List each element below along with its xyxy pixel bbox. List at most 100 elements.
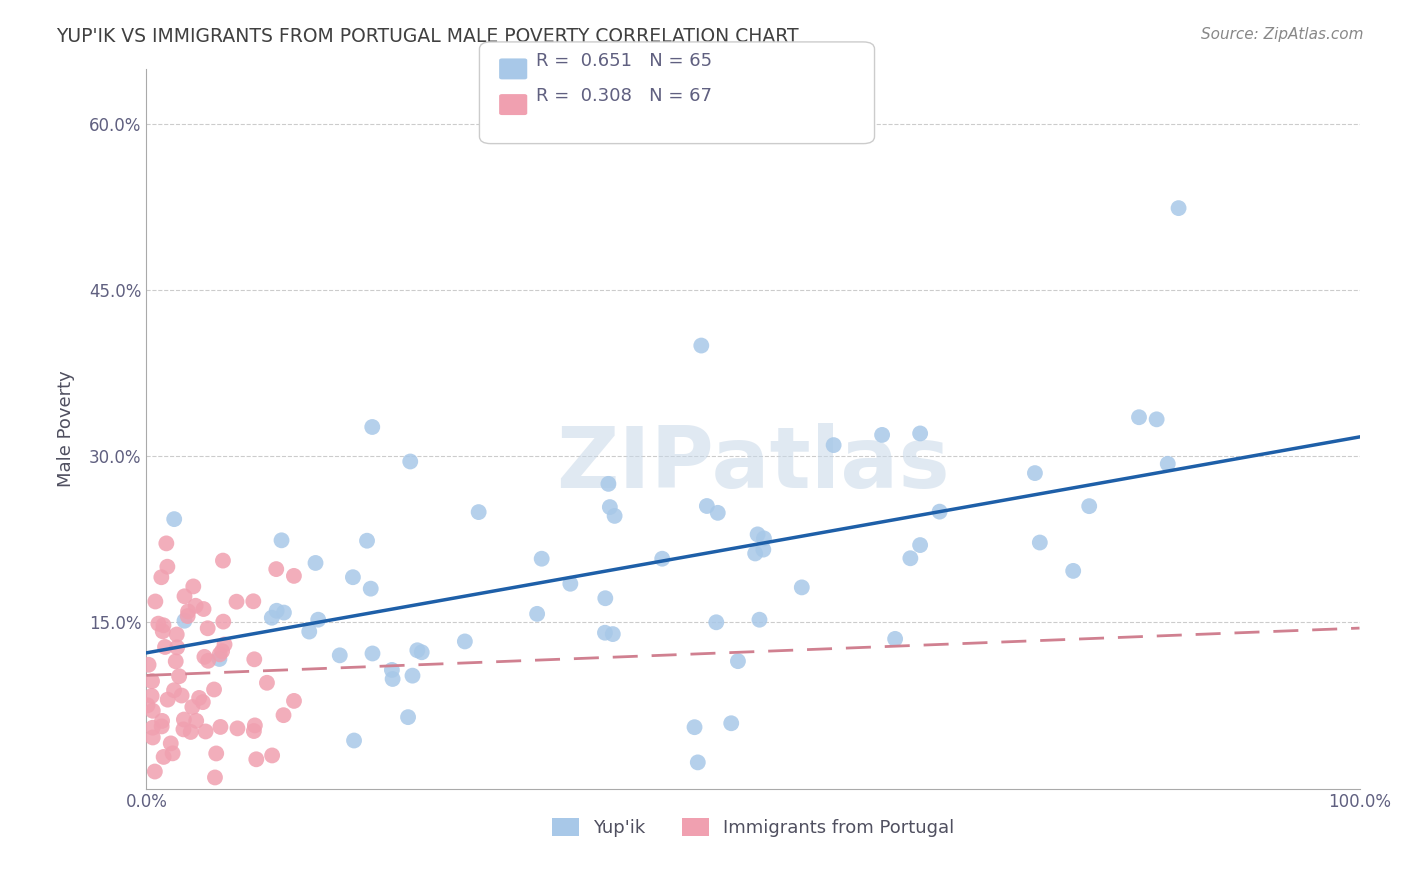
Point — [153, 640, 176, 654]
Point — [243, 724, 266, 739]
Point — [602, 627, 624, 641]
Point — [136, 698, 159, 713]
Point — [264, 562, 287, 576]
Point — [595, 591, 617, 606]
Point — [243, 652, 266, 666]
Point — [243, 718, 266, 732]
Point — [204, 771, 226, 785]
Point — [823, 438, 845, 452]
Point — [396, 710, 419, 724]
Point — [599, 500, 621, 514]
Point — [202, 682, 225, 697]
Point — [142, 704, 165, 718]
Point — [170, 689, 193, 703]
Point — [163, 683, 186, 698]
Point — [193, 602, 215, 616]
Point — [165, 654, 187, 668]
Point — [593, 625, 616, 640]
Point — [361, 647, 384, 661]
Point — [406, 643, 429, 657]
Point — [205, 747, 228, 761]
Point — [401, 668, 423, 682]
Point — [747, 527, 769, 541]
Point — [898, 551, 921, 566]
Point — [152, 618, 174, 632]
Point — [870, 428, 893, 442]
Point — [193, 649, 215, 664]
Point — [256, 675, 278, 690]
Point — [177, 604, 200, 618]
Point — [197, 654, 219, 668]
Point — [381, 672, 404, 686]
Point — [209, 720, 232, 734]
Point — [1078, 499, 1101, 513]
Point — [1146, 412, 1168, 426]
Point — [142, 721, 165, 735]
Point — [156, 692, 179, 706]
Point — [166, 627, 188, 641]
Point — [143, 594, 166, 608]
Point — [752, 542, 775, 557]
Point — [298, 624, 321, 639]
Point — [180, 725, 202, 739]
Y-axis label: Male Poverty: Male Poverty — [58, 370, 75, 487]
Point — [381, 663, 404, 677]
Point — [184, 599, 207, 613]
Text: R =  0.651   N = 65: R = 0.651 N = 65 — [536, 52, 711, 70]
Point — [186, 714, 208, 728]
Point — [150, 714, 173, 728]
Point — [262, 748, 284, 763]
Point — [908, 426, 931, 441]
Point — [143, 764, 166, 779]
Point — [172, 723, 194, 737]
Point — [225, 595, 247, 609]
Point — [197, 621, 219, 635]
Point — [283, 694, 305, 708]
Text: R =  0.308   N = 67: R = 0.308 N = 67 — [536, 87, 711, 105]
Point — [166, 640, 188, 655]
Point — [598, 476, 620, 491]
Point — [720, 716, 742, 731]
Text: Source: ZipAtlas.com: Source: ZipAtlas.com — [1201, 27, 1364, 42]
Point — [1167, 201, 1189, 215]
Point — [141, 674, 163, 689]
Point — [704, 615, 727, 630]
Point — [181, 700, 204, 714]
Point — [526, 607, 548, 621]
Point — [411, 645, 433, 659]
Point — [177, 609, 200, 624]
Point — [467, 505, 489, 519]
Point — [686, 756, 709, 770]
Point — [141, 689, 163, 703]
Text: YUP'IK VS IMMIGRANTS FROM PORTUGAL MALE POVERTY CORRELATION CHART: YUP'IK VS IMMIGRANTS FROM PORTUGAL MALE … — [56, 27, 799, 45]
Point — [270, 533, 292, 548]
Point — [748, 613, 770, 627]
Point — [245, 752, 267, 766]
Point — [273, 708, 295, 723]
Point — [226, 722, 249, 736]
Point — [360, 582, 382, 596]
Point — [1062, 564, 1084, 578]
Point — [752, 532, 775, 546]
Point — [706, 506, 728, 520]
Point — [150, 719, 173, 733]
Point — [928, 505, 950, 519]
Point — [651, 551, 673, 566]
Point — [908, 538, 931, 552]
Point — [283, 569, 305, 583]
Point — [208, 652, 231, 666]
Point — [208, 648, 231, 662]
Point — [530, 551, 553, 566]
Point — [342, 570, 364, 584]
Point — [266, 604, 288, 618]
Point — [273, 606, 295, 620]
Point — [1157, 457, 1180, 471]
Point — [212, 553, 235, 567]
Point — [683, 720, 706, 734]
Point — [188, 690, 211, 705]
Point — [156, 559, 179, 574]
Point — [361, 420, 384, 434]
Text: ZIPatlas: ZIPatlas — [557, 423, 950, 506]
Point — [194, 724, 217, 739]
Point — [454, 634, 477, 648]
